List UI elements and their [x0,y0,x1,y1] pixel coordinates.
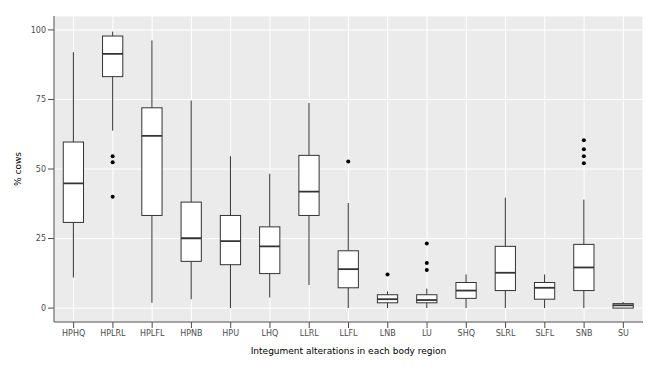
svg-text:SNB: SNB [576,329,593,338]
svg-text:SU: SU [618,329,629,338]
svg-text:25: 25 [36,234,46,243]
svg-text:SHQ: SHQ [458,329,475,338]
svg-text:0: 0 [41,304,46,313]
svg-text:LU: LU [422,329,432,338]
svg-text:HPLFL: HPLFL [140,329,165,338]
svg-text:HPHQ: HPHQ [62,329,85,338]
svg-text:Integument alterations in each: Integument alterations in each body regi… [251,346,447,356]
svg-text:SLRL: SLRL [496,329,516,338]
svg-text:LNB: LNB [380,329,396,338]
svg-text:LHQ: LHQ [262,329,279,338]
svg-text:100: 100 [31,26,46,35]
svg-text:% cows: % cows [13,152,23,186]
svg-text:50: 50 [36,165,46,174]
svg-text:LLFL: LLFL [340,329,359,338]
svg-text:SLFL: SLFL [536,329,555,338]
svg-text:LLRL: LLRL [300,329,319,338]
svg-text:HPLRL: HPLRL [100,329,126,338]
svg-text:HPNB: HPNB [180,329,202,338]
svg-text:HPU: HPU [222,329,239,338]
svg-text:75: 75 [36,95,46,104]
